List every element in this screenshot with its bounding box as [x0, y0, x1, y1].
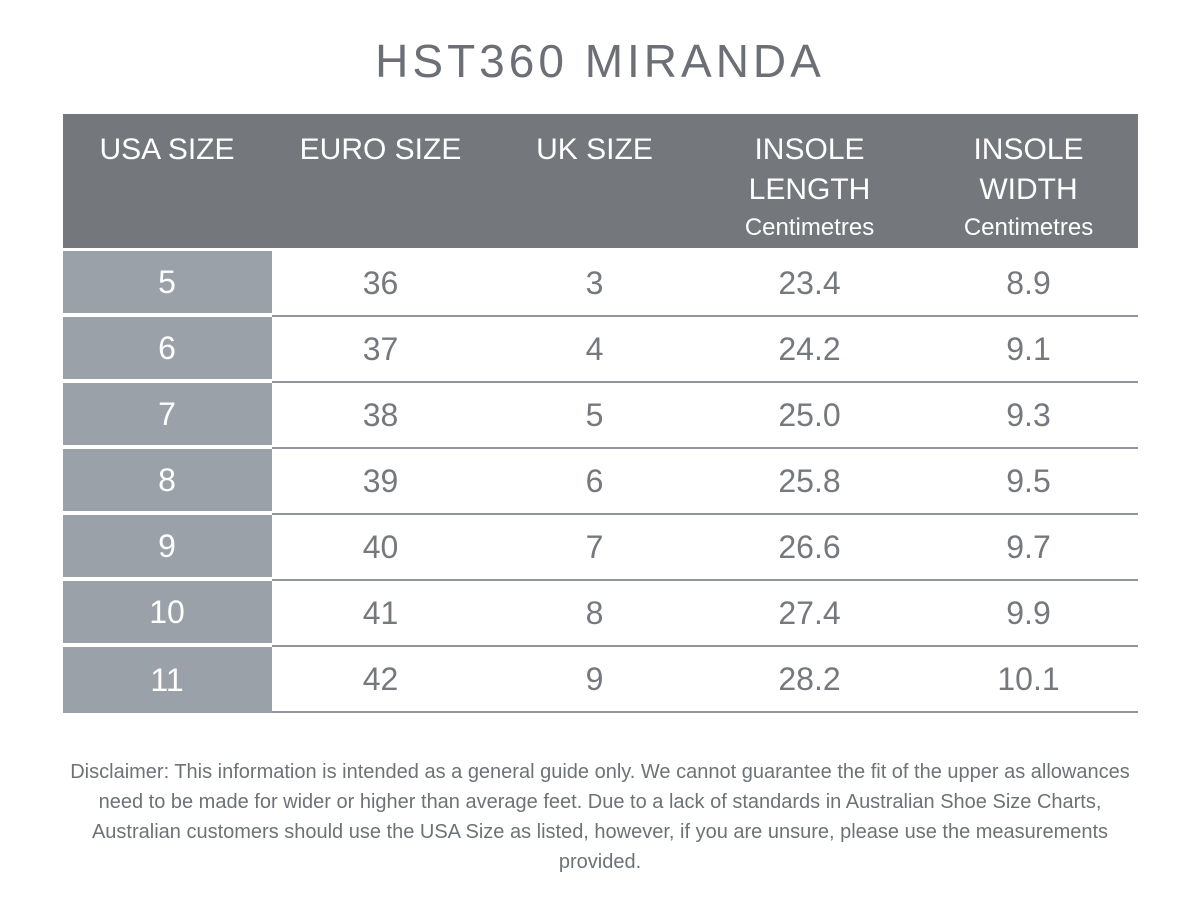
column-header-insole-length: INSOLE LENGTH Centimetres	[700, 114, 920, 248]
cell-euro-size: 39	[271, 449, 490, 515]
cell-insole-width: 9.3	[919, 383, 1138, 449]
cell-usa-size: 8	[62, 449, 272, 515]
column-header-euro-size: EURO SIZE	[272, 114, 490, 248]
cell-euro-size: 40	[271, 515, 490, 581]
table-row: 6 37 4 24.2 9.1	[62, 317, 1138, 383]
table-row: 5 36 3 23.4 8.9	[62, 251, 1138, 317]
cell-uk-size: 7	[489, 515, 700, 581]
cell-euro-size: 42	[271, 647, 490, 713]
cell-uk-size: 9	[489, 647, 700, 713]
cell-insole-width: 10.1	[919, 647, 1138, 713]
cell-insole-length: 23.4	[699, 251, 920, 317]
cell-euro-size: 38	[271, 383, 490, 449]
cell-insole-length: 25.8	[699, 449, 920, 515]
cell-insole-width: 9.5	[919, 449, 1138, 515]
cell-euro-size: 36	[271, 251, 490, 317]
cell-uk-size: 4	[489, 317, 700, 383]
table-row: 9 40 7 26.6 9.7	[62, 515, 1138, 581]
cell-insole-length: 28.2	[699, 647, 920, 713]
column-header-usa-size: USA SIZE	[63, 114, 272, 248]
cell-insole-length: 27.4	[699, 581, 920, 647]
cell-insole-width: 8.9	[919, 251, 1138, 317]
cell-insole-length: 26.6	[699, 515, 920, 581]
column-header-label: INSOLE LENGTH	[748, 133, 871, 206]
table-body: 5 36 3 23.4 8.9 6 37 4 24.2 9.1 7 38 5 2…	[62, 251, 1138, 713]
cell-usa-size: 9	[62, 515, 272, 581]
cell-usa-size: 7	[62, 383, 272, 449]
cell-usa-size: 5	[62, 251, 272, 317]
column-header-insole-width: INSOLE WIDTH Centimetres	[920, 114, 1138, 248]
column-header-label: INSOLE WIDTH	[973, 133, 1084, 206]
cell-uk-size: 8	[489, 581, 700, 647]
table-row: 7 38 5 25.0 9.3	[62, 383, 1138, 449]
table-row: 10 41 8 27.4 9.9	[62, 581, 1138, 647]
cell-insole-length: 25.0	[699, 383, 920, 449]
cell-insole-width: 9.9	[919, 581, 1138, 647]
page-title: HST360 MIRANDA	[375, 35, 825, 87]
cell-insole-width: 9.1	[919, 317, 1138, 383]
cell-insole-width: 9.7	[919, 515, 1138, 581]
cell-insole-length: 24.2	[699, 317, 920, 383]
cell-usa-size: 6	[62, 317, 272, 383]
cell-uk-size: 3	[489, 251, 700, 317]
table-row: 8 39 6 25.8 9.5	[62, 449, 1138, 515]
table-header-row: USA SIZE EURO SIZE UK SIZE INSOLE LENGTH…	[62, 114, 1138, 248]
table-row: 11 42 9 28.2 10.1	[62, 647, 1138, 713]
cell-uk-size: 5	[489, 383, 700, 449]
cell-uk-size: 6	[489, 449, 700, 515]
disclaimer-text: Disclaimer: This information is intended…	[70, 761, 1130, 873]
size-chart-table: USA SIZE EURO SIZE UK SIZE INSOLE LENGTH…	[62, 114, 1138, 713]
column-header-unit: Centimetres	[744, 214, 875, 241]
cell-usa-size: 10	[62, 581, 272, 647]
cell-euro-size: 37	[271, 317, 490, 383]
column-header-label: EURO SIZE	[299, 133, 462, 166]
column-header-label: UK SIZE	[536, 133, 653, 166]
column-header-label: USA SIZE	[99, 133, 235, 166]
column-header-uk-size: UK SIZE	[490, 114, 700, 248]
cell-euro-size: 41	[271, 581, 490, 647]
column-header-unit: Centimetres	[963, 214, 1094, 241]
cell-usa-size: 11	[62, 647, 272, 713]
